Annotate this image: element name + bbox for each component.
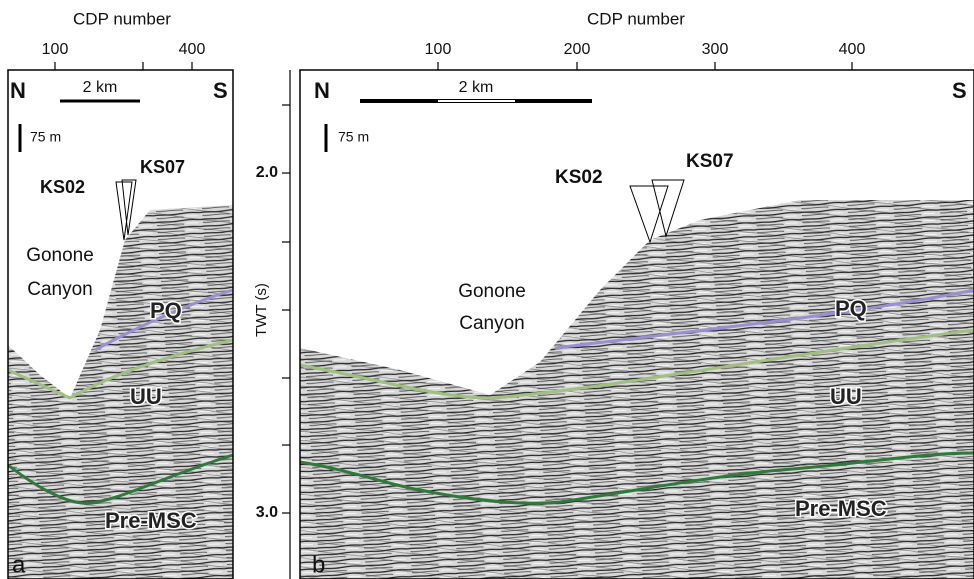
scale-label: 2 km	[83, 79, 118, 96]
well-label: KS07	[686, 151, 734, 172]
wells	[115, 179, 137, 241]
well-label: KS07	[140, 157, 185, 177]
south: S	[213, 78, 228, 103]
vertical-scale-label: 75 m	[30, 129, 61, 145]
horizon-label: Pre-MSC	[795, 496, 887, 521]
tick-label: 300	[702, 41, 729, 58]
horizon-pq	[94, 288, 234, 352]
horizon-label: PQ	[835, 296, 867, 321]
horizon-uu	[7, 338, 234, 400]
canyon-label: Gonone	[458, 281, 526, 302]
tick-label: 400	[179, 41, 206, 58]
tick-label: 400	[839, 41, 866, 58]
panel-b: N S 2 km 75 m KS02 KS07 Gonone Canyon PQ…	[299, 9, 974, 579]
axis-title: CDP number	[587, 9, 685, 28]
wells	[629, 179, 685, 244]
tick-label: 2.0	[256, 164, 278, 181]
water	[8, 70, 233, 398]
south: S	[952, 78, 967, 103]
axis-title: TWT (s)	[253, 283, 270, 337]
frame	[299, 69, 974, 579]
horizon-uu	[299, 328, 974, 400]
frame	[7, 69, 234, 579]
horizon-label: UU	[830, 384, 862, 409]
well-label: KS02	[40, 177, 85, 197]
water	[300, 70, 974, 395]
horizon-label: Pre-MSC	[105, 508, 197, 533]
axis-title: CDP number	[73, 9, 171, 28]
twt-axis: 2.0 3.0 TWT (s)	[253, 70, 291, 579]
canyon-label: Canyon	[459, 313, 525, 334]
horizon-pre-msc	[7, 453, 234, 505]
tick-label: 100	[42, 41, 69, 58]
vertical-scale-label: 75 m	[338, 129, 369, 145]
well-label: KS02	[555, 167, 603, 188]
tick-label: 100	[425, 41, 452, 58]
canyon-label: Gonone	[26, 245, 94, 266]
scale-label: 2 km	[459, 79, 494, 96]
horizon-label: PQ	[150, 298, 182, 323]
north: N	[10, 78, 26, 103]
panel-a: N S 2 km 75 m KS02 KS07 Gonone Canyon PQ…	[7, 9, 234, 579]
north: N	[314, 78, 330, 103]
horizon-pq	[554, 288, 974, 350]
panel-label: b	[312, 551, 325, 578]
horizon-pre-msc	[299, 451, 974, 505]
panel-label: a	[12, 551, 26, 578]
tick-label: 3.0	[256, 504, 278, 521]
horizon-label: UU	[130, 384, 162, 409]
tick-label: 200	[564, 41, 591, 58]
canyon-label: Canyon	[27, 279, 93, 300]
